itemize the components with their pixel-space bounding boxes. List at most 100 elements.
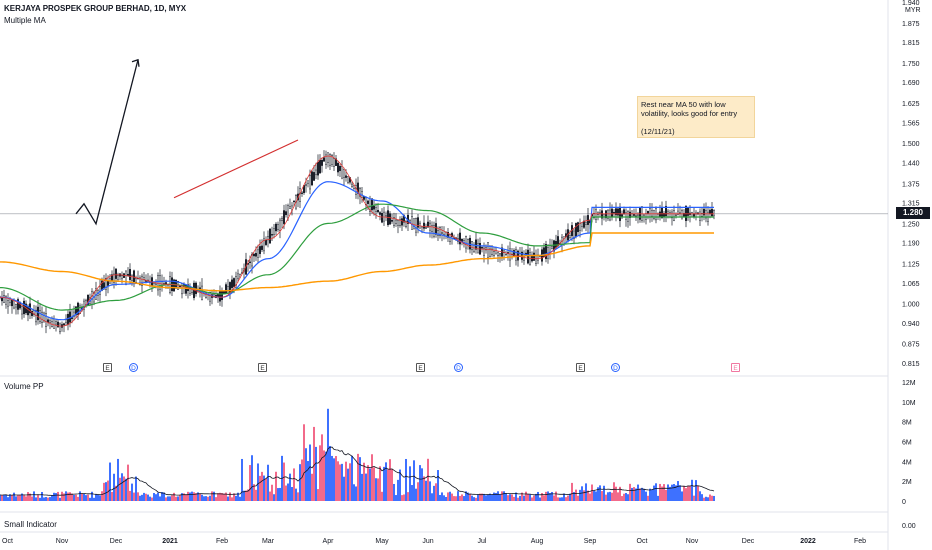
small-indicator-label[interactable]: Small Indicator bbox=[4, 520, 57, 529]
volume-bar bbox=[11, 494, 13, 501]
volume-bar bbox=[199, 493, 201, 501]
volume-bar bbox=[675, 485, 677, 501]
volume-bar bbox=[329, 445, 331, 501]
volume-bar bbox=[61, 491, 63, 501]
candle-body bbox=[607, 210, 610, 219]
volume-bar bbox=[245, 490, 247, 501]
dividend-marker[interactable]: D bbox=[611, 363, 620, 372]
time-tick-label: Dec bbox=[110, 538, 123, 545]
candle-body bbox=[341, 166, 344, 179]
candle-body bbox=[337, 163, 340, 173]
volume-bar bbox=[481, 493, 483, 501]
volume-bar bbox=[195, 493, 197, 501]
candle-body bbox=[224, 284, 227, 294]
volume-bar bbox=[103, 482, 105, 501]
candle-body bbox=[397, 220, 400, 226]
volume-bar bbox=[391, 469, 393, 501]
volume-bar bbox=[341, 463, 343, 501]
candle-body bbox=[383, 211, 386, 222]
volume-bar bbox=[175, 496, 177, 501]
candle-body bbox=[441, 232, 444, 234]
volume-bar bbox=[349, 463, 351, 501]
candle-body bbox=[250, 253, 253, 267]
candle-body bbox=[553, 240, 556, 252]
candle-body bbox=[643, 214, 646, 216]
volume-bar bbox=[521, 492, 523, 501]
candle-body bbox=[395, 219, 398, 224]
volume-bar bbox=[303, 424, 305, 501]
volume-bar bbox=[151, 497, 153, 501]
volume-bar bbox=[563, 493, 565, 501]
candle-body bbox=[533, 252, 536, 261]
volume-bar bbox=[577, 495, 579, 501]
candle-body bbox=[527, 249, 530, 264]
indicator-label[interactable]: Multiple MA bbox=[4, 16, 46, 25]
volume-bar bbox=[491, 494, 493, 501]
candle-body bbox=[621, 214, 624, 217]
candle-body bbox=[317, 161, 320, 176]
candle-body bbox=[613, 212, 616, 214]
candle-body bbox=[232, 278, 235, 287]
volume-bar bbox=[401, 495, 403, 501]
earnings-marker[interactable]: E bbox=[103, 363, 112, 372]
earnings-marker[interactable]: E bbox=[416, 363, 425, 372]
volume-bar bbox=[91, 491, 93, 501]
volume-bar bbox=[379, 466, 381, 501]
volume-bar bbox=[683, 486, 685, 501]
candle-body bbox=[667, 210, 670, 214]
candle-body bbox=[705, 210, 708, 219]
volume-bar bbox=[147, 494, 149, 501]
price-tick-label: 0.815 bbox=[902, 361, 920, 368]
volume-bar bbox=[361, 473, 363, 501]
volume-bar bbox=[0, 494, 1, 501]
earnings-marker[interactable]: E bbox=[576, 363, 585, 372]
dividend-marker[interactable]: D bbox=[129, 363, 138, 372]
volume-bar bbox=[259, 475, 261, 501]
ma-20-line bbox=[0, 181, 714, 321]
candle-body bbox=[315, 169, 318, 176]
volume-bar bbox=[153, 492, 155, 501]
volume-bar bbox=[201, 494, 203, 501]
candle-body bbox=[208, 292, 211, 302]
annotation-note[interactable]: Rest near MA 50 with low volatility, loo… bbox=[637, 96, 755, 138]
candle-body bbox=[713, 210, 716, 216]
resistance-trendline bbox=[173, 139, 299, 199]
candle-body bbox=[595, 209, 598, 221]
price-tick-label: 1.440 bbox=[902, 160, 920, 167]
candle-body bbox=[86, 294, 89, 305]
candle-body bbox=[535, 255, 538, 264]
volume-bar bbox=[531, 497, 533, 501]
volume-bar bbox=[273, 494, 275, 501]
volume-bar bbox=[525, 491, 527, 501]
volume-bar bbox=[447, 492, 449, 501]
candle-body bbox=[477, 243, 480, 254]
symbol-title[interactable]: KERJAYA PROSPEK GROUP BERHAD, 1D, MYX bbox=[4, 4, 187, 13]
dividend-marker[interactable]: D bbox=[454, 363, 463, 372]
volume-bar bbox=[291, 487, 293, 501]
candle-body bbox=[275, 223, 278, 232]
volume-bar bbox=[613, 482, 615, 501]
upcoming-earnings-marker[interactable]: E bbox=[731, 363, 740, 372]
volume-bar bbox=[225, 492, 227, 501]
candle-body bbox=[269, 228, 272, 244]
candle-body bbox=[583, 220, 586, 228]
volume-bar bbox=[121, 473, 123, 501]
candle-body bbox=[377, 210, 380, 213]
volume-bar bbox=[643, 488, 645, 501]
candle-body bbox=[265, 239, 268, 245]
volume-bar bbox=[371, 454, 373, 501]
volume-bar bbox=[461, 494, 463, 501]
volume-bar bbox=[707, 497, 709, 501]
earnings-marker[interactable]: E bbox=[258, 363, 267, 372]
volume-bar bbox=[655, 483, 657, 501]
volume-pane-label[interactable]: Volume PP bbox=[4, 382, 44, 391]
candle-body bbox=[617, 208, 620, 216]
candle-body bbox=[603, 214, 606, 217]
volume-bar bbox=[453, 496, 455, 501]
price-tick-label: 1.750 bbox=[902, 61, 920, 68]
volume-bar bbox=[389, 459, 391, 501]
volume-bar bbox=[599, 485, 601, 501]
volume-bar bbox=[283, 462, 285, 501]
candle-body bbox=[281, 218, 284, 221]
candle-body bbox=[49, 320, 52, 324]
